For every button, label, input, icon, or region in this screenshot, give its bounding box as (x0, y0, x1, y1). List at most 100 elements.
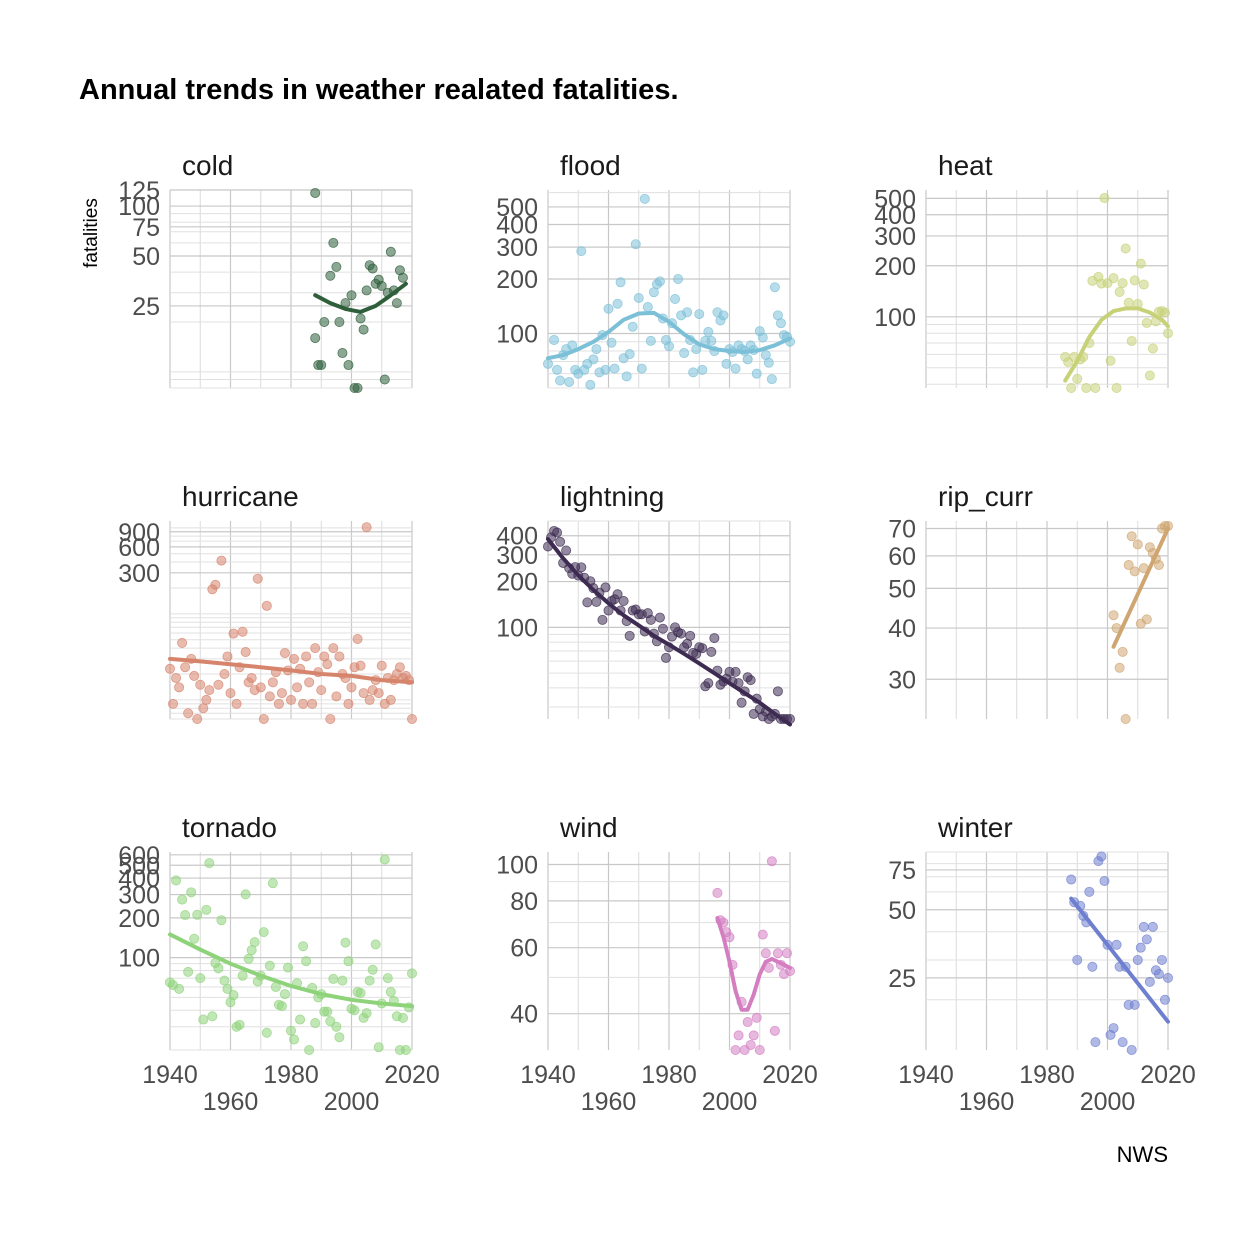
data-point (292, 682, 303, 693)
y-tick-label: 400 (118, 865, 160, 893)
data-point (769, 1025, 780, 1036)
data-point (367, 964, 378, 975)
data-point (639, 193, 650, 204)
data-point (645, 614, 656, 625)
data-point (1117, 646, 1128, 657)
data-point (1111, 382, 1122, 393)
data-point (745, 675, 756, 686)
facet-title: cold (182, 150, 233, 181)
y-tick-label: 600 (118, 842, 160, 870)
data-point (258, 927, 269, 938)
data-point (1117, 278, 1128, 289)
facet-title: wind (559, 812, 618, 843)
data-point (331, 261, 342, 272)
data-point (1123, 297, 1134, 308)
y-tick-label: 500 (496, 194, 538, 222)
data-point (654, 612, 665, 623)
y-tick-label: 70 (888, 515, 916, 543)
x-tick-label: 1940 (520, 1061, 576, 1089)
data-point (364, 975, 375, 986)
data-point (189, 670, 200, 681)
data-point (237, 626, 248, 637)
data-point (264, 960, 275, 971)
data-point (1141, 317, 1152, 328)
data-point (222, 983, 233, 994)
data-point (1126, 1045, 1137, 1056)
facet-title: rip_curr (938, 481, 1033, 512)
data-point (352, 382, 363, 393)
data-point (621, 371, 632, 382)
data-point (1066, 382, 1077, 393)
data-point (1072, 954, 1083, 965)
data-point (385, 246, 396, 257)
data-point (171, 672, 182, 683)
data-point (267, 677, 278, 688)
data-point (1099, 193, 1110, 204)
data-point (379, 854, 390, 865)
data-point (207, 1011, 218, 1022)
x-tick-label: 2000 (702, 1088, 758, 1116)
y-tick-label: 50 (888, 575, 916, 603)
data-point (1144, 976, 1155, 987)
data-point (183, 708, 194, 719)
data-point (1163, 328, 1174, 339)
data-point (225, 688, 236, 699)
data-point (397, 1012, 408, 1023)
data-point (576, 562, 587, 573)
y-tick-label: 75 (132, 214, 160, 242)
data-point (201, 904, 212, 915)
data-point (1096, 851, 1107, 862)
data-point (633, 293, 644, 304)
data-point (246, 672, 257, 683)
data-point (285, 694, 296, 705)
y-tick-label: 400 (496, 211, 538, 239)
data-point (1114, 287, 1125, 298)
data-point (627, 321, 638, 332)
data-point (337, 975, 348, 986)
data-point (289, 1034, 300, 1045)
x-tick-label: 2020 (384, 1061, 440, 1089)
data-point (624, 349, 635, 360)
data-point (325, 270, 336, 281)
data-point (615, 277, 626, 288)
data-point (373, 1042, 384, 1053)
data-point (316, 685, 327, 696)
data-point (355, 660, 366, 671)
data-point (748, 1030, 759, 1041)
data-point (630, 239, 641, 250)
data-point (331, 691, 342, 702)
data-point (1120, 714, 1131, 725)
data-point (195, 679, 206, 690)
data-point (304, 677, 315, 688)
facet-title: heat (938, 150, 993, 181)
x-tick-label: 1980 (263, 1061, 319, 1089)
data-point (549, 335, 560, 346)
data-point (310, 1018, 321, 1029)
data-point (1081, 382, 1092, 393)
y-tick-label: 100 (874, 304, 916, 332)
data-point (751, 368, 762, 379)
trend-line (546, 310, 792, 361)
y-tick-label: 25 (888, 965, 916, 993)
facet-title: tornado (182, 812, 277, 843)
data-point (219, 975, 230, 986)
y-tick-label: 75 (888, 857, 916, 885)
data-point (1126, 335, 1137, 346)
data-point (406, 968, 417, 979)
data-point (757, 929, 768, 940)
chart-title: Annual trends in weather realated fatali… (79, 74, 679, 106)
data-point (1132, 539, 1143, 550)
data-point (754, 1045, 765, 1056)
data-point (340, 937, 351, 948)
data-point (177, 637, 188, 648)
data-point (328, 643, 339, 654)
data-point (670, 294, 681, 305)
data-point (1105, 355, 1116, 366)
data-point (189, 933, 200, 944)
data-point (1129, 999, 1140, 1010)
